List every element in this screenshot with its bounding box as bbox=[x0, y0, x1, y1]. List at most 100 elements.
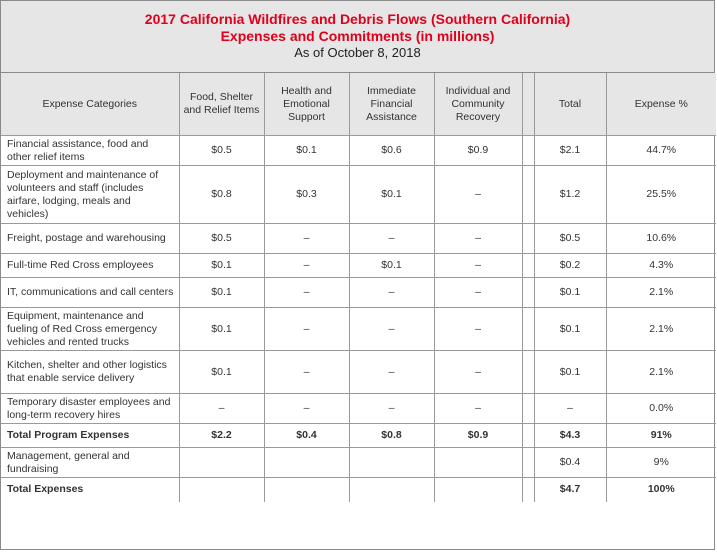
row-category: IT, communications and call centers bbox=[1, 277, 180, 308]
cell-financial-assistance bbox=[348, 447, 435, 478]
row-category: Equipment, maintenance and fueling of Re… bbox=[1, 307, 180, 351]
cell-expense-pct: 9% bbox=[605, 447, 716, 478]
cell-food-shelter: $0.8 bbox=[178, 165, 265, 224]
table-row: Deployment and maintenance of volunteers… bbox=[1, 165, 716, 224]
column-header: Health and Emotional Support bbox=[263, 73, 350, 136]
cell-gap bbox=[521, 307, 535, 351]
row-category: Deployment and maintenance of volunteers… bbox=[1, 165, 180, 224]
cell-gap bbox=[521, 393, 535, 424]
row-category: Total Program Expenses bbox=[1, 423, 180, 448]
cell-total: $0.4 bbox=[533, 447, 607, 478]
cell-expense-pct: 2.1% bbox=[605, 350, 716, 394]
cell-expense-pct: 0.0% bbox=[605, 393, 716, 424]
cell-community-recovery: $0.9 bbox=[433, 135, 523, 166]
cell-food-shelter: $0.5 bbox=[178, 135, 265, 166]
cell-financial-assistance: $0.8 bbox=[348, 423, 435, 448]
cell-health bbox=[263, 447, 350, 478]
column-gap bbox=[521, 73, 535, 136]
cell-total: $1.2 bbox=[533, 165, 607, 224]
cell-community-recovery: – bbox=[433, 393, 523, 424]
cell-gap bbox=[521, 253, 535, 278]
cell-financial-assistance: – bbox=[348, 277, 435, 308]
table-row: Equipment, maintenance and fueling of Re… bbox=[1, 307, 716, 351]
cell-health: – bbox=[263, 277, 350, 308]
cell-expense-pct: 2.1% bbox=[605, 277, 716, 308]
cell-total: – bbox=[533, 393, 607, 424]
cell-community-recovery: – bbox=[433, 223, 523, 254]
cell-food-shelter bbox=[178, 447, 265, 478]
cell-food-shelter: $0.1 bbox=[178, 350, 265, 394]
cell-gap bbox=[521, 423, 535, 448]
table-row: Freight, postage and warehousing $0.5– – – $… bbox=[1, 223, 716, 254]
cell-health: – bbox=[263, 350, 350, 394]
cell-total: $0.5 bbox=[533, 223, 607, 254]
table-row: Financial assistance, food and other rel… bbox=[1, 135, 716, 166]
cell-health bbox=[263, 477, 350, 502]
cell-expense-pct: 44.7% bbox=[605, 135, 716, 166]
cell-financial-assistance: – bbox=[348, 350, 435, 394]
cell-gap bbox=[521, 165, 535, 224]
cell-community-recovery: – bbox=[433, 350, 523, 394]
cell-gap bbox=[521, 447, 535, 478]
cell-total: $4.3 bbox=[533, 423, 607, 448]
cell-food-shelter: $0.5 bbox=[178, 223, 265, 254]
cell-financial-assistance: – bbox=[348, 307, 435, 351]
cell-food-shelter: $0.1 bbox=[178, 253, 265, 278]
cell-gap bbox=[521, 350, 535, 394]
cell-financial-assistance: – bbox=[348, 223, 435, 254]
column-header: Expense Categories bbox=[1, 73, 180, 136]
cell-food-shelter: $0.1 bbox=[178, 277, 265, 308]
row-category: Total Expenses bbox=[1, 477, 180, 502]
cell-community-recovery bbox=[433, 447, 523, 478]
column-header: Expense % bbox=[605, 73, 716, 136]
row-category: Financial assistance, food and other rel… bbox=[1, 135, 180, 166]
cell-food-shelter: – bbox=[178, 393, 265, 424]
cell-health: – bbox=[263, 393, 350, 424]
cell-total: $0.1 bbox=[533, 307, 607, 351]
cell-gap bbox=[521, 223, 535, 254]
report-date: As of October 8, 2018 bbox=[294, 45, 421, 60]
cell-health: $0.4 bbox=[263, 423, 350, 448]
row-category: Freight, postage and warehousing bbox=[1, 223, 180, 254]
cell-financial-assistance: $0.6 bbox=[348, 135, 435, 166]
report-title: 2017 California Wildfires and Debris Flo… bbox=[144, 11, 571, 27]
cell-health: – bbox=[263, 223, 350, 254]
cell-financial-assistance: – bbox=[348, 393, 435, 424]
column-header: Food, Shelter and Relief Items bbox=[178, 73, 265, 136]
cell-expense-pct: 4.3% bbox=[605, 253, 716, 278]
cell-health: $0.3 bbox=[263, 165, 350, 224]
cell-total: $0.1 bbox=[533, 350, 607, 394]
cell-expense-pct: 10.6% bbox=[605, 223, 716, 254]
cell-total: $0.2 bbox=[533, 253, 607, 278]
table-row: Full-time Red Cross employees $0.1– $0.1– $… bbox=[1, 253, 716, 278]
cell-community-recovery: – bbox=[433, 307, 523, 351]
cell-expense-pct: 100% bbox=[605, 477, 716, 502]
table-row: IT, communications and call centers $0.1–… bbox=[1, 277, 716, 308]
row-category: Full-time Red Cross employees bbox=[1, 253, 180, 278]
cell-community-recovery: $0.9 bbox=[433, 423, 523, 448]
column-header: Individual and Community Recovery bbox=[433, 73, 523, 136]
column-header: Total bbox=[533, 73, 607, 136]
cell-food-shelter: $0.1 bbox=[178, 307, 265, 351]
cell-expense-pct: 91% bbox=[605, 423, 716, 448]
table-row: Total Program Expenses $2.2 $0.4 $0.8 $0.9 $4… bbox=[1, 423, 716, 448]
cell-gap bbox=[521, 477, 535, 502]
report-subtitle: Expenses and Commitments (in millions) bbox=[220, 28, 495, 44]
cell-financial-assistance: $0.1 bbox=[348, 165, 435, 224]
table-row: Total Expenses $4.7 100% bbox=[1, 477, 716, 502]
cell-total: $4.7 bbox=[533, 477, 607, 502]
row-category: Kitchen, shelter and other logistics tha… bbox=[1, 350, 180, 394]
cell-expense-pct: 2.1% bbox=[605, 307, 716, 351]
cell-financial-assistance: $0.1 bbox=[348, 253, 435, 278]
cell-gap bbox=[521, 135, 535, 166]
column-header: Immediate Financial Assistance bbox=[348, 73, 435, 136]
row-category: Temporary disaster employees and long-te… bbox=[1, 393, 180, 424]
table-row: Temporary disaster employees and long-te… bbox=[1, 393, 716, 424]
cell-total: $2.1 bbox=[533, 135, 607, 166]
cell-health: $0.1 bbox=[263, 135, 350, 166]
cell-community-recovery: – bbox=[433, 253, 523, 278]
table-row: Management, general and fundraising $0.4 9… bbox=[1, 447, 716, 478]
report-header: 2017 California Wildfires and Debris Flo… bbox=[1, 1, 714, 73]
row-category: Management, general and fundraising bbox=[1, 447, 180, 478]
